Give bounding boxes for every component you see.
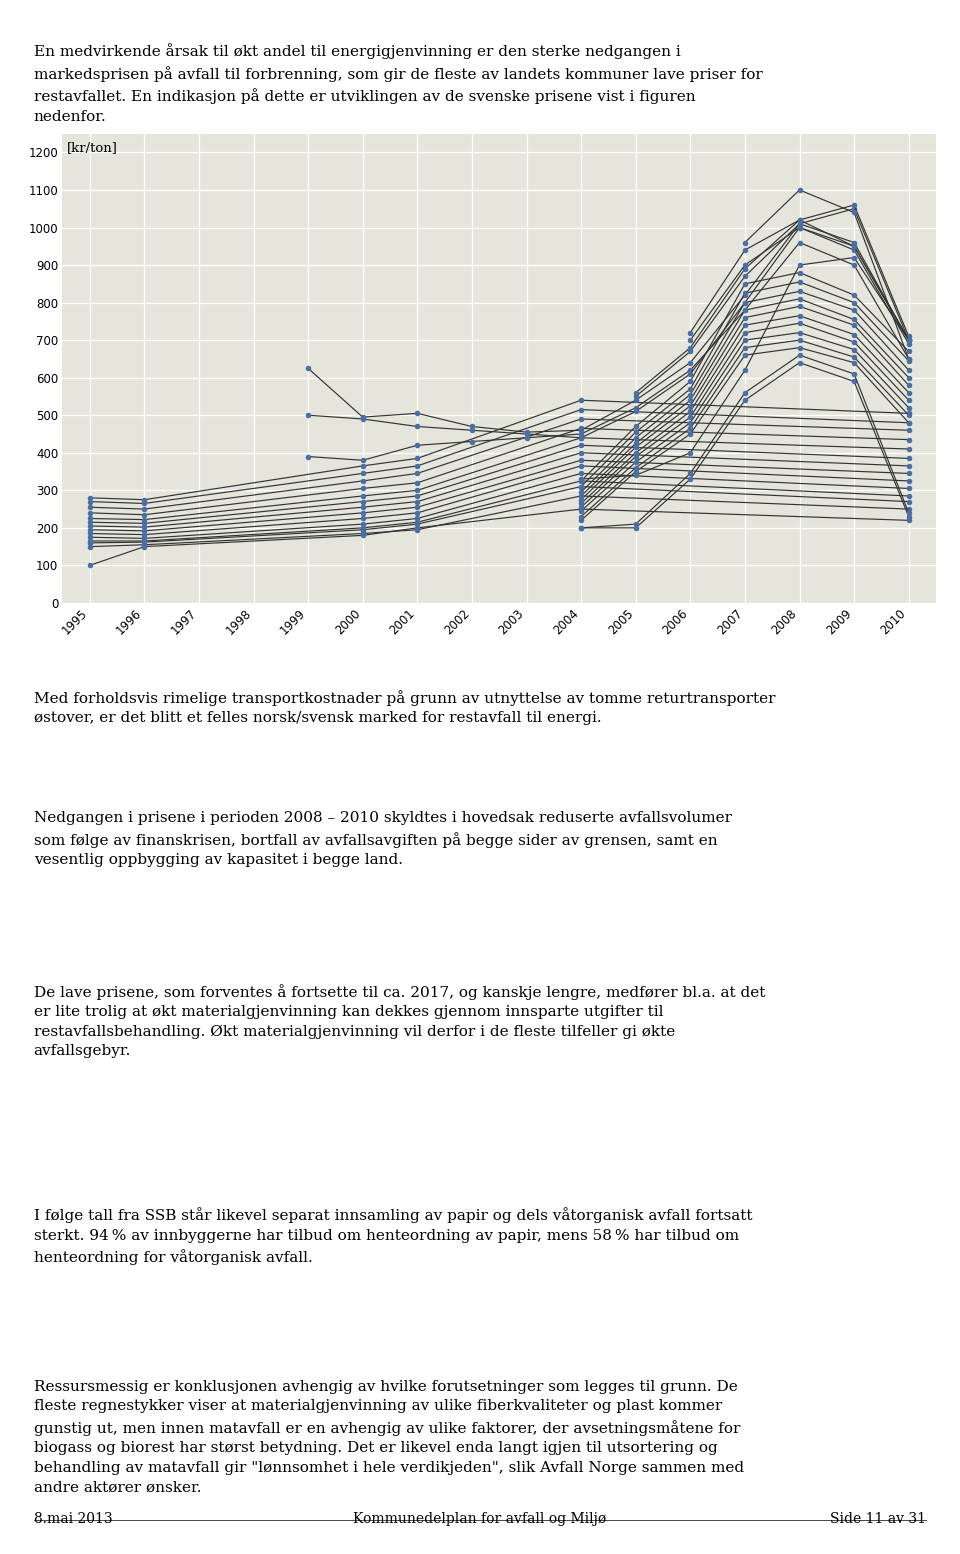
Text: I følge tall fra SSB står likevel separat innsamling av papir og dels våtorganis: I følge tall fra SSB står likevel separa…	[34, 1207, 752, 1265]
Text: Side 11 av 31: Side 11 av 31	[830, 1512, 926, 1526]
Text: Med forholdsvis rimelige transportkostnader på grunn av utnyttelse av tomme retu: Med forholdsvis rimelige transportkostna…	[34, 690, 775, 726]
Text: Kommunedelplan for avfall og Miljø: Kommunedelplan for avfall og Miljø	[353, 1512, 607, 1526]
Text: En medvirkende årsak til økt andel til energigjenvinning er den sterke nedgangen: En medvirkende årsak til økt andel til e…	[34, 44, 762, 123]
Text: Nedgangen i prisene i perioden 2008 – 2010 skyldtes i hovedsak reduserte avfalls: Nedgangen i prisene i perioden 2008 – 20…	[34, 811, 732, 867]
Text: Ressursmessig er konklusjonen avhengig av hvilke forutsetninger som legges til g: Ressursmessig er konklusjonen avhengig a…	[34, 1380, 744, 1495]
Text: [kr/ton]: [kr/ton]	[67, 141, 118, 154]
Text: 8.mai 2013: 8.mai 2013	[34, 1512, 112, 1526]
Text: De lave prisene, som forventes å fortsette til ca. 2017, og kanskje lengre, medf: De lave prisene, som forventes å fortset…	[34, 984, 765, 1058]
